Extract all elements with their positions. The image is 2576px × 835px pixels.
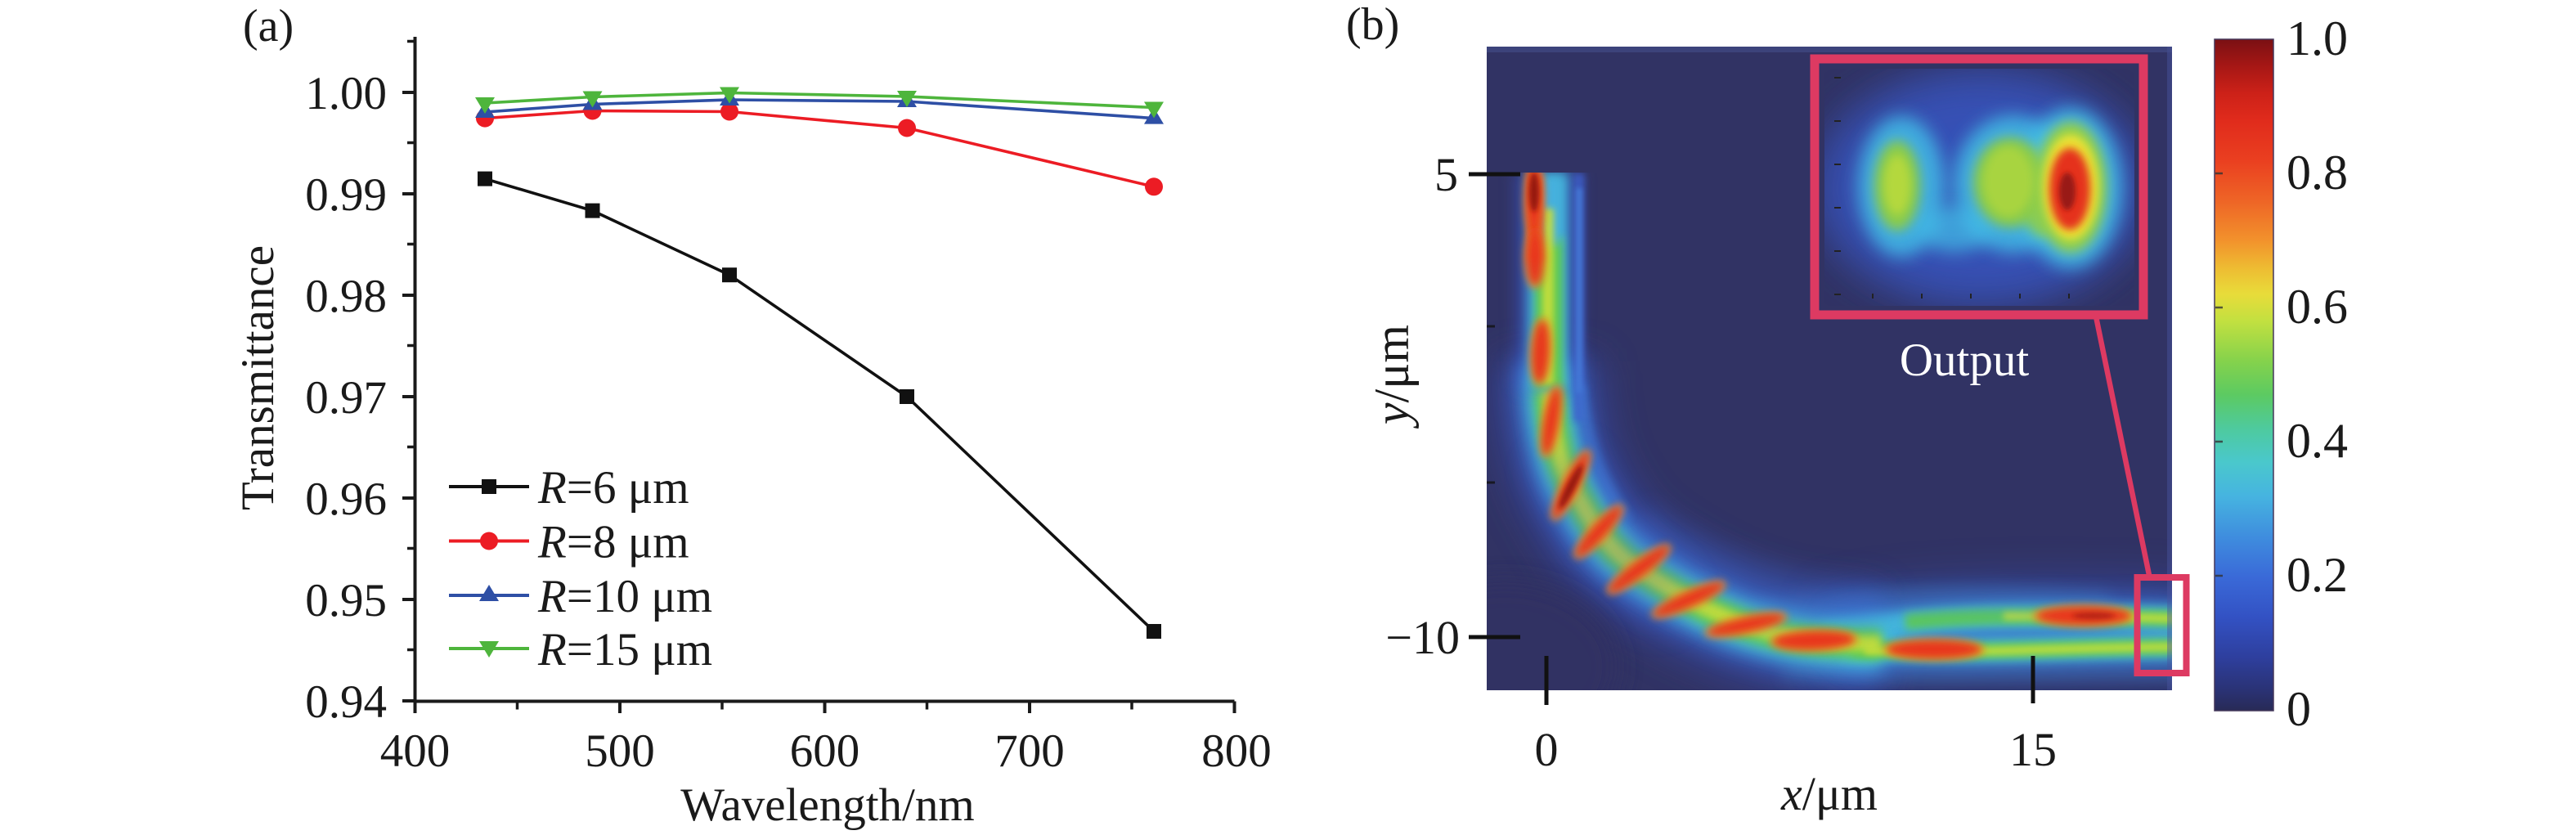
svg-text:0.6: 0.6 xyxy=(2287,280,2348,334)
svg-text:0.98: 0.98 xyxy=(305,271,387,322)
svg-text:0.8: 0.8 xyxy=(2287,146,2348,200)
svg-text:700: 700 xyxy=(994,725,1065,777)
svg-text:1.00: 1.00 xyxy=(305,68,387,119)
svg-text:x/μm: x/μm xyxy=(1780,767,1878,820)
svg-text:Transmittance: Transmittance xyxy=(232,245,284,510)
svg-text:5: 5 xyxy=(1434,148,1458,201)
svg-text:0: 0 xyxy=(1535,723,1559,776)
svg-text:400: 400 xyxy=(380,725,451,777)
svg-text:−10: −10 xyxy=(1385,611,1460,664)
svg-text:R=6 μm: R=6 μm xyxy=(537,462,689,514)
svg-text:0.4: 0.4 xyxy=(2287,414,2348,468)
svg-text:(b): (b) xyxy=(1346,0,1399,50)
svg-text:0: 0 xyxy=(2287,682,2311,736)
svg-text:y/μm: y/μm xyxy=(1365,325,1419,429)
svg-text:0.2: 0.2 xyxy=(2287,548,2348,602)
svg-text:R=10 μm: R=10 μm xyxy=(537,571,712,622)
svg-text:0.95: 0.95 xyxy=(305,575,387,626)
svg-text:0.94: 0.94 xyxy=(305,676,387,728)
svg-text:800: 800 xyxy=(1201,725,1272,777)
svg-text:0.99: 0.99 xyxy=(305,169,387,221)
svg-text:R=15 μm: R=15 μm xyxy=(537,624,712,676)
svg-text:0.97: 0.97 xyxy=(305,372,387,424)
svg-text:600: 600 xyxy=(790,725,860,777)
svg-text:500: 500 xyxy=(585,725,655,777)
svg-text:Output: Output xyxy=(1900,334,2030,386)
svg-text:Wavelength/nm: Wavelength/nm xyxy=(680,779,974,831)
svg-text:15: 15 xyxy=(2009,723,2057,776)
svg-text:R=8 μm: R=8 μm xyxy=(537,517,689,568)
svg-text:0.96: 0.96 xyxy=(305,474,387,525)
svg-text:1.0: 1.0 xyxy=(2287,11,2348,65)
svg-text:(a): (a) xyxy=(243,1,294,52)
